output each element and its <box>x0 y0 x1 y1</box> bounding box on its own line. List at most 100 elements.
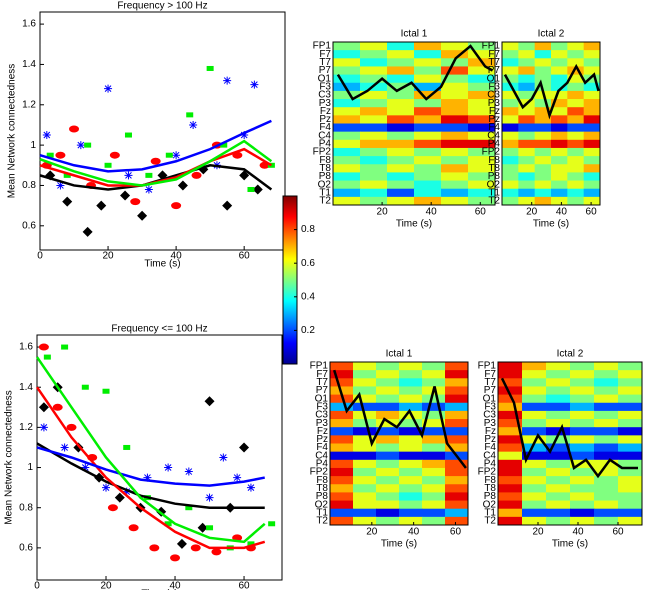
x-tick-label: 40 <box>169 581 181 590</box>
heat-cell <box>422 419 446 428</box>
heat-cell <box>353 370 377 379</box>
heat-cell <box>414 156 442 165</box>
heat-cell <box>414 196 442 206</box>
heat-cell <box>522 386 547 396</box>
heat-cell <box>534 156 552 165</box>
heat-cell <box>445 459 469 469</box>
channel-label: FP1 <box>478 361 497 372</box>
heat-cell <box>518 42 536 51</box>
heat-cell <box>546 476 571 485</box>
channel-label: F7 <box>488 49 500 60</box>
point <box>143 473 152 482</box>
heat-cell <box>353 476 377 485</box>
heat-cell <box>522 402 547 412</box>
heat-cell <box>567 74 585 84</box>
heat-cell <box>387 82 415 92</box>
heat-cell <box>546 435 571 444</box>
channel-label: O1 <box>315 393 329 404</box>
heat-cell <box>441 156 469 165</box>
channel-label: F7 <box>484 369 496 380</box>
heat-cell <box>551 66 568 76</box>
heat-cell <box>376 427 400 436</box>
heat-cell <box>387 131 415 141</box>
point <box>222 200 233 211</box>
heat-cell <box>330 362 354 371</box>
trace <box>503 63 600 120</box>
heat-cell <box>387 188 415 198</box>
x-tick-label: 20 <box>102 251 114 262</box>
y-tick-label: 1.2 <box>19 422 33 433</box>
point <box>177 180 188 191</box>
heat-cell <box>360 172 388 182</box>
heat-cell <box>468 90 496 100</box>
heat-cell <box>445 378 469 387</box>
heat-cell <box>353 467 377 477</box>
heat-cell <box>330 508 354 518</box>
heat-cell <box>387 58 415 67</box>
point <box>102 388 110 394</box>
heat-cell <box>567 50 585 59</box>
heat-cell <box>468 196 496 206</box>
heat-cell <box>353 451 377 461</box>
point <box>43 354 51 360</box>
plot-frame <box>332 41 496 206</box>
heat-cell <box>468 147 496 157</box>
channel-label: T1 <box>319 187 331 198</box>
fit-line <box>35 356 266 544</box>
heat-cell <box>422 484 446 493</box>
heat-cell <box>522 362 547 371</box>
heat-cell <box>498 459 523 469</box>
heat-cell <box>376 459 400 469</box>
heat-cell <box>330 476 354 485</box>
channel-label: T8 <box>484 483 496 494</box>
heat-cell <box>330 484 354 493</box>
heat-cell <box>360 99 388 108</box>
heat-cell <box>330 435 354 444</box>
heat-cell <box>330 443 354 453</box>
heat-cell <box>330 419 354 428</box>
heat-cell <box>518 147 536 157</box>
heat-cell <box>551 50 568 59</box>
heat-cell <box>518 196 536 206</box>
heat-cell <box>534 180 552 190</box>
channel-label: P4 <box>319 139 332 150</box>
channel-label: O1 <box>487 73 501 84</box>
point <box>185 505 193 511</box>
x-tick-label: 20 <box>366 527 378 538</box>
heat-cell <box>399 476 423 485</box>
point <box>137 210 148 221</box>
heat-cell <box>353 443 377 453</box>
channel-label: Pz <box>488 114 500 125</box>
heat-cell <box>522 476 547 485</box>
heat-cell <box>360 164 388 173</box>
heat-cell <box>360 115 388 124</box>
point <box>84 142 92 148</box>
heat-cell <box>570 492 595 502</box>
point <box>104 84 113 93</box>
heat-cell <box>399 484 423 493</box>
heat-cell <box>618 386 643 396</box>
point <box>55 151 66 159</box>
heat-cell <box>387 99 415 108</box>
channel-label: F8 <box>488 155 500 166</box>
plot-frame <box>329 361 469 526</box>
point <box>239 170 250 181</box>
channel-label: F3 <box>319 81 331 92</box>
heat-cell <box>502 164 519 173</box>
heat-cell <box>360 188 388 198</box>
heat-cell <box>594 394 619 404</box>
heat-cell <box>583 196 601 206</box>
heat-cell <box>468 107 496 116</box>
heat-cell <box>583 156 601 165</box>
heat-cell <box>498 476 523 485</box>
heat-cell <box>567 115 585 124</box>
heat-cell <box>330 500 354 510</box>
heat-cell <box>399 402 423 412</box>
x-tick-label: 40 <box>171 251 183 262</box>
heat-cell <box>422 451 446 461</box>
heat-cell <box>594 492 619 502</box>
heat-cell <box>422 516 446 526</box>
x-tick-label: 40 <box>408 527 420 538</box>
heat-cell <box>360 123 388 133</box>
heat-cell <box>567 196 585 206</box>
